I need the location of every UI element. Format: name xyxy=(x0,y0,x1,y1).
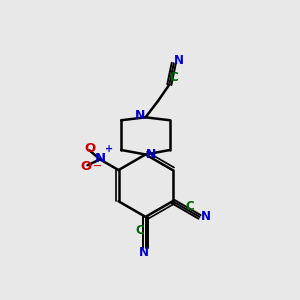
Text: N: N xyxy=(174,54,184,67)
Text: O: O xyxy=(84,142,95,154)
Text: N: N xyxy=(201,210,211,224)
Text: N: N xyxy=(94,152,106,165)
Text: −: − xyxy=(93,161,102,171)
Text: N: N xyxy=(139,246,149,259)
Text: O: O xyxy=(80,160,91,173)
Text: N: N xyxy=(135,109,146,122)
Text: C: C xyxy=(185,200,194,213)
Text: N: N xyxy=(146,148,156,161)
Text: +: + xyxy=(105,144,113,154)
Text: C: C xyxy=(169,71,178,84)
Text: C: C xyxy=(136,224,145,237)
